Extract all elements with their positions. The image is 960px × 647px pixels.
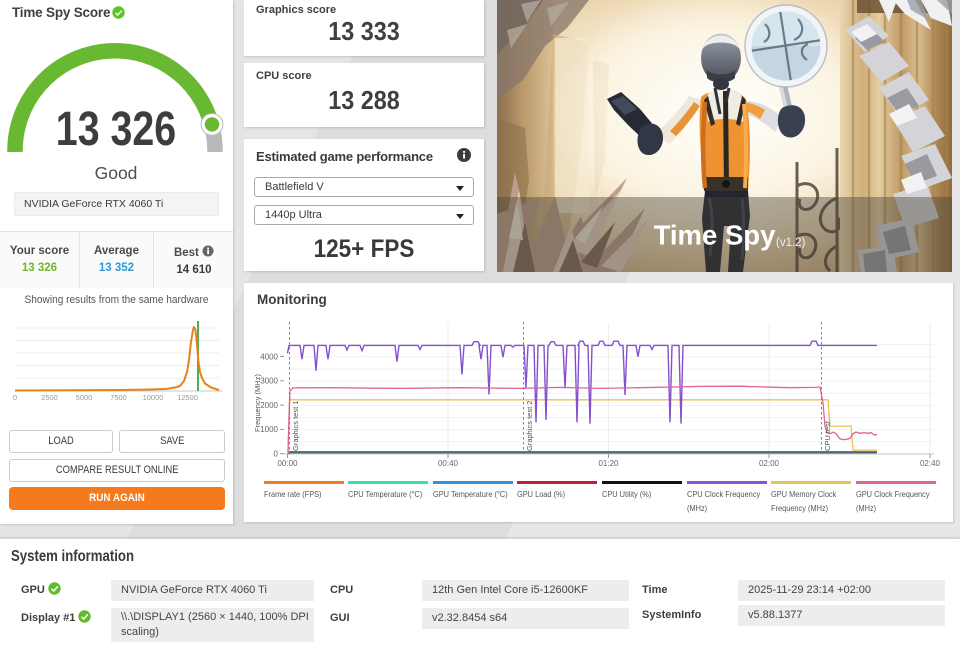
svg-text:3000: 3000 — [260, 377, 278, 386]
svg-text:(v1.2): (v1.2) — [776, 237, 806, 249]
svg-text:0: 0 — [13, 393, 17, 402]
svg-text:5000: 5000 — [76, 393, 93, 402]
svg-text:Graphics test 1: Graphics test 1 — [291, 401, 300, 451]
svg-text:4000: 4000 — [260, 352, 278, 361]
svg-text:01:20: 01:20 — [598, 459, 619, 468]
svg-text:10000: 10000 — [143, 393, 164, 402]
svg-text:CPU test: CPU test — [823, 420, 832, 451]
svg-text:Graphics test 2: Graphics test 2 — [525, 401, 534, 451]
svg-text:12500: 12500 — [177, 393, 198, 402]
svg-text:00:40: 00:40 — [438, 459, 459, 468]
svg-text:2000: 2000 — [260, 401, 278, 410]
svg-text:0: 0 — [274, 450, 279, 459]
svg-text:7500: 7500 — [110, 393, 127, 402]
svg-text:1000: 1000 — [260, 425, 278, 434]
svg-text:Time Spy: Time Spy — [654, 220, 776, 251]
svg-text:02:00: 02:00 — [759, 459, 780, 468]
svg-text:00:00: 00:00 — [277, 459, 298, 468]
svg-text:2500: 2500 — [41, 393, 58, 402]
svg-text:02:40: 02:40 — [920, 459, 941, 468]
svg-text:Frequency (MHz): Frequency (MHz) — [253, 374, 262, 432]
